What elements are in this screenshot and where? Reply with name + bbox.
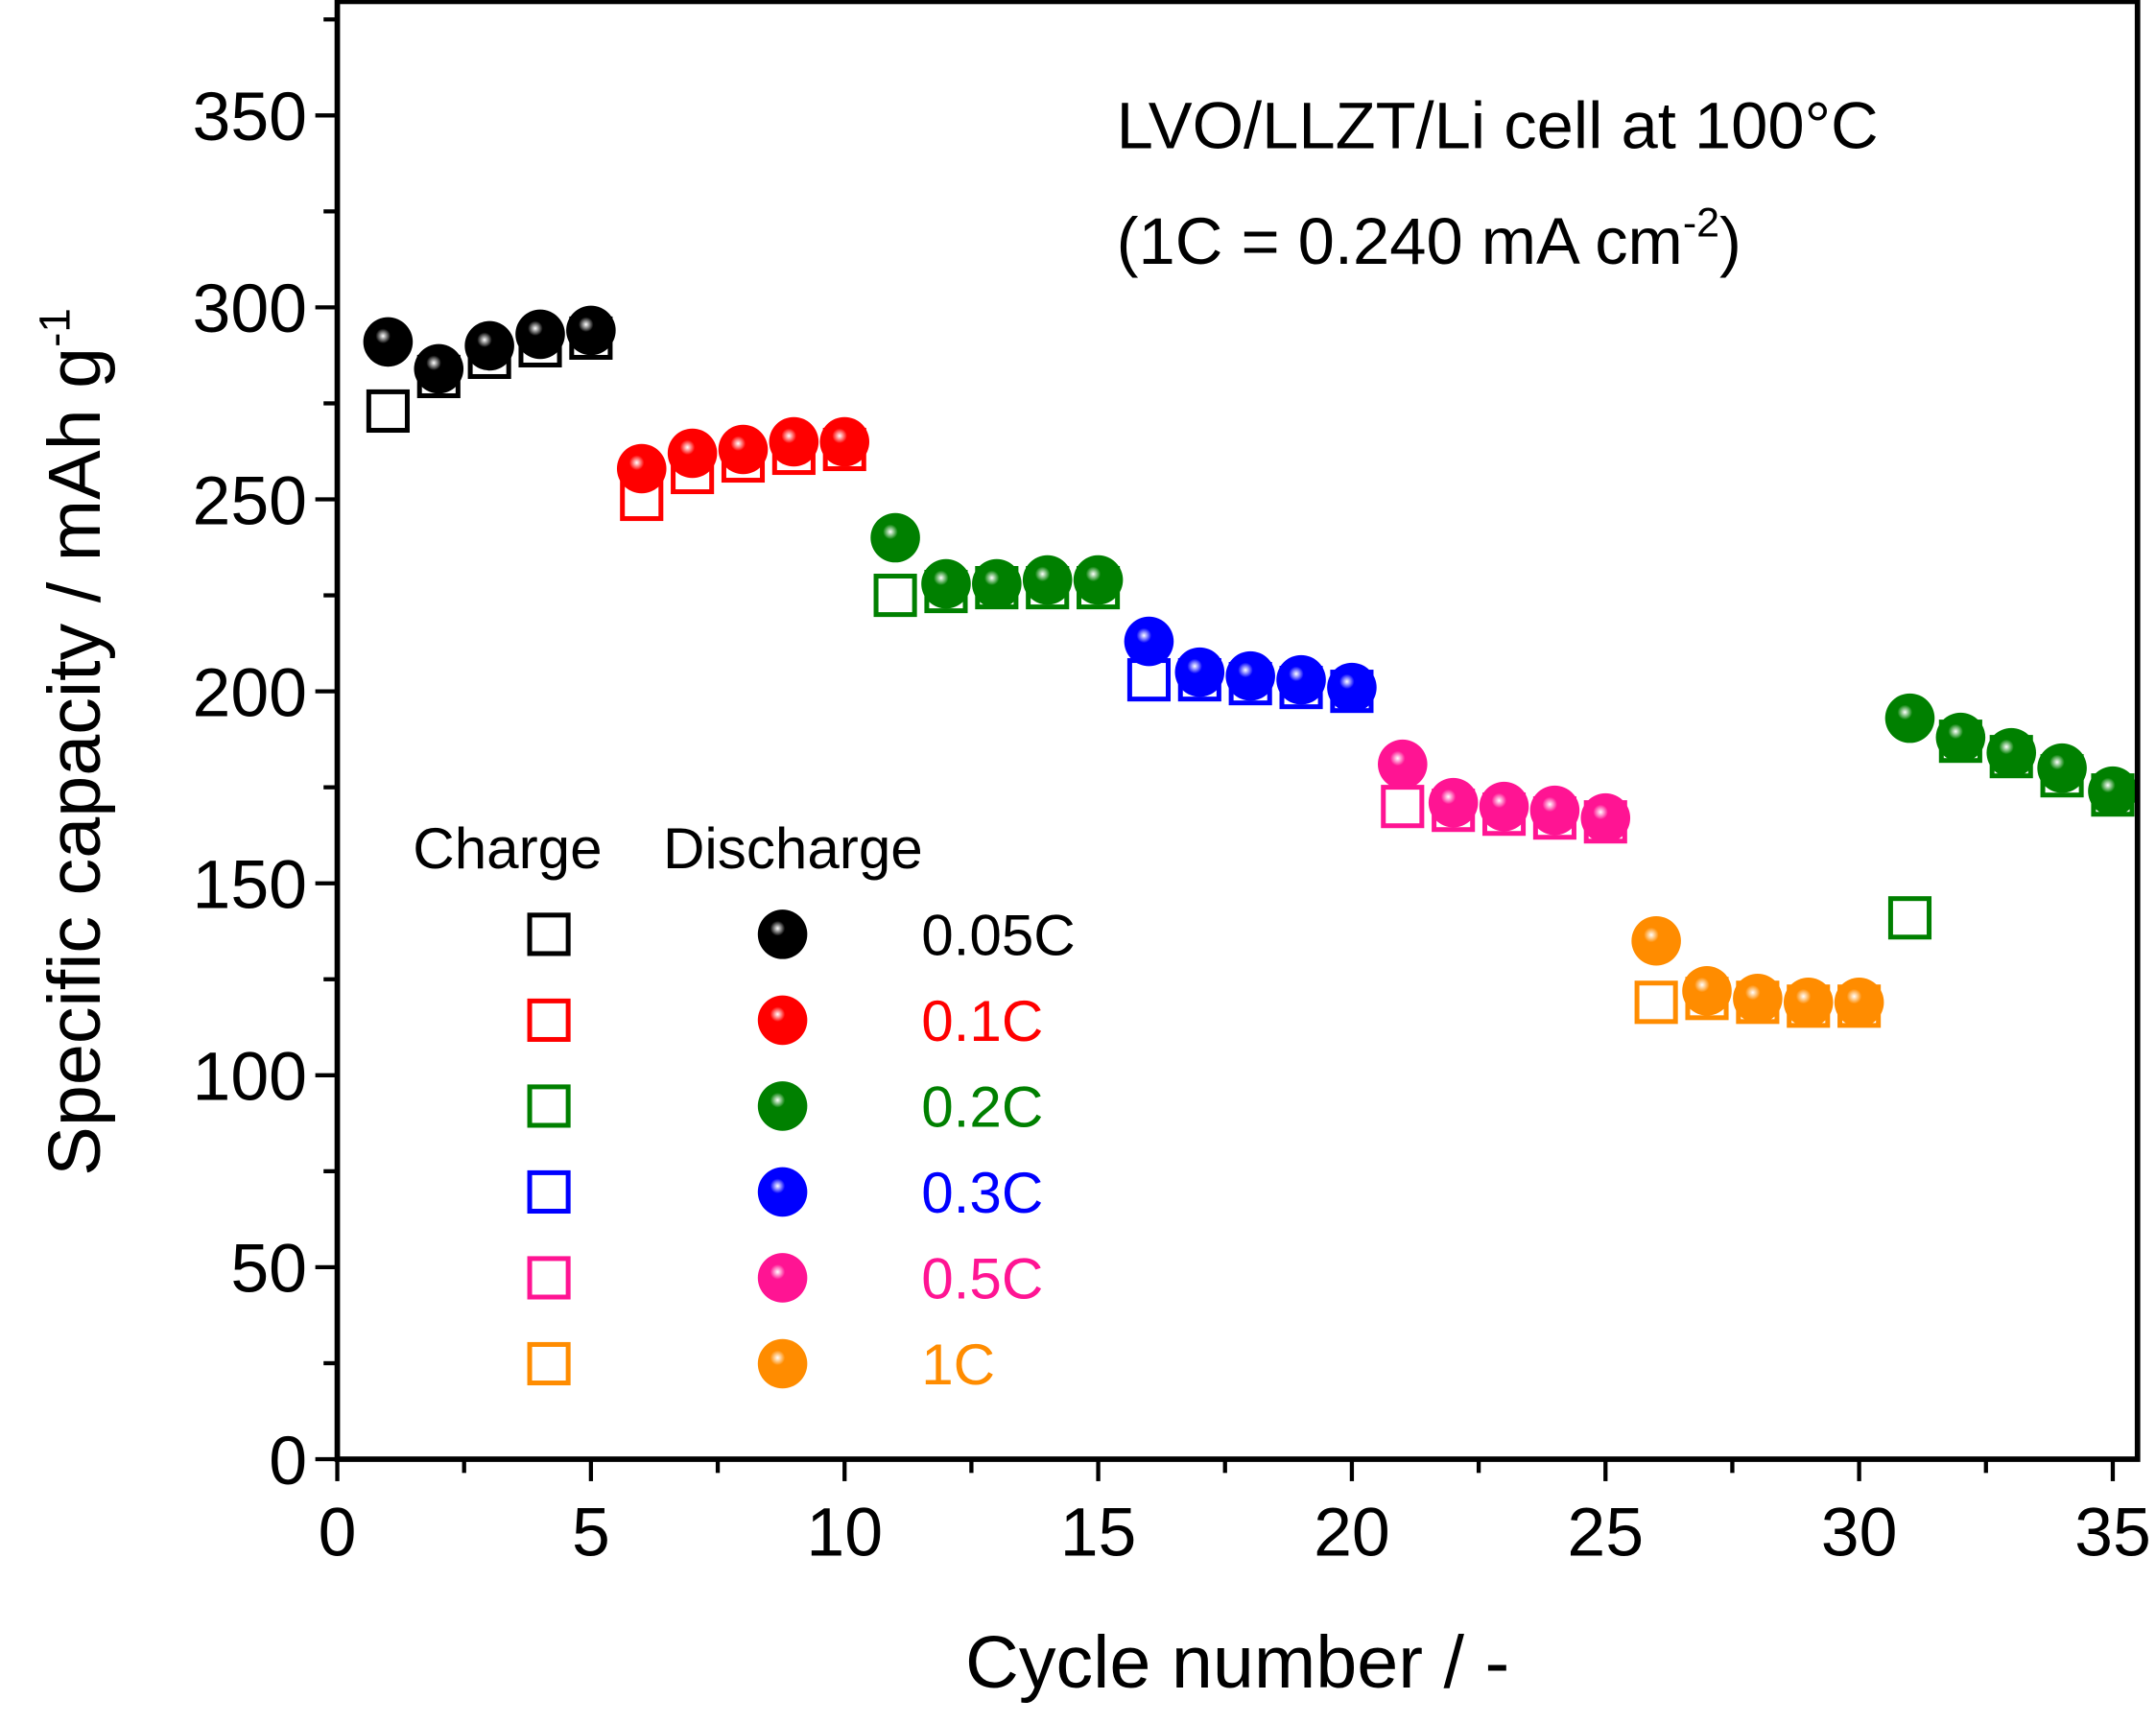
charge-point	[1126, 658, 1172, 702]
discharge-point	[1935, 712, 1986, 763]
y-tick-label: 350	[193, 79, 307, 155]
charge-point	[873, 574, 917, 618]
discharge-point	[1529, 785, 1580, 836]
y-tick-label: 300	[193, 271, 307, 347]
y-tick-label: 150	[193, 846, 307, 923]
legend-discharge-marker	[757, 909, 808, 959]
discharge-point	[667, 428, 718, 479]
legend-charge-marker	[527, 1341, 571, 1386]
legend-discharge-marker	[757, 1338, 808, 1389]
y-axis-label: Specific capacity / mAh g-1	[30, 308, 116, 1176]
charge-point	[366, 389, 410, 434]
y-tick-label: 200	[193, 654, 307, 731]
discharge-point	[972, 558, 1022, 609]
discharge-point	[566, 305, 616, 356]
legend-discharge-marker	[757, 1253, 808, 1303]
discharge-point	[1174, 647, 1225, 697]
discharge-point	[921, 558, 971, 609]
discharge-point	[718, 424, 769, 475]
x-tick-label: 0	[319, 1494, 357, 1570]
discharge-point	[1428, 777, 1479, 828]
discharge-point	[1327, 662, 1377, 713]
discharge-point	[1479, 781, 1529, 832]
legend-charge-marker	[527, 912, 571, 956]
discharge-point	[414, 343, 464, 394]
x-tick-label: 35	[2074, 1494, 2151, 1570]
legend-discharge-marker	[757, 1081, 808, 1131]
legend-charge-marker	[527, 1169, 571, 1215]
charge-point	[1381, 785, 1425, 829]
discharge-point	[1733, 973, 1783, 1024]
x-tick-label: 5	[572, 1494, 610, 1570]
x-tick-label: 10	[806, 1494, 883, 1570]
discharge-point	[1073, 555, 1124, 605]
discharge-point	[870, 512, 920, 563]
legend-charge-marker	[527, 1256, 571, 1300]
y-tick-label: 100	[193, 1039, 307, 1116]
legend-charge-marker	[527, 1084, 571, 1128]
y-tick-label: 50	[230, 1231, 307, 1308]
y-label-main: Specific capacity / mAh g	[34, 347, 116, 1176]
discharge-point	[1022, 555, 1073, 605]
annotation-sup: -2	[1683, 200, 1719, 246]
discharge-point	[616, 443, 667, 494]
discharge-point	[464, 320, 514, 371]
x-tick-label: 25	[1567, 1494, 1644, 1570]
discharge-point	[2037, 743, 2087, 793]
legend-discharge-marker	[757, 1167, 808, 1217]
x-axis-label: Cycle number / -	[965, 1621, 1509, 1704]
y-tick-label: 0	[269, 1423, 307, 1499]
plot-frame	[334, 0, 2141, 1462]
discharge-point	[363, 317, 414, 367]
x-tick-label: 15	[1060, 1494, 1137, 1570]
discharge-point	[1631, 915, 1681, 966]
discharge-point	[1580, 792, 1631, 843]
legend-label: 0.2C	[921, 1074, 1043, 1139]
y-tick-label: 250	[193, 462, 307, 539]
legend: 0.05C 0.1C 0.2C 0.3C 0.5C 1C	[527, 903, 1076, 1397]
legend-charge-marker	[527, 998, 571, 1042]
discharge-point	[1682, 965, 1732, 1016]
legend-header-charge: Charge	[413, 816, 602, 881]
legend-header-discharge: Discharge	[663, 816, 923, 881]
annotation-line-1: LVO/LLZT/Li cell at 100°C	[1117, 89, 1879, 163]
discharge-point	[1986, 727, 2037, 778]
discharge-point	[819, 416, 870, 467]
legend-label: 0.5C	[921, 1246, 1043, 1310]
charge-point	[1887, 896, 1932, 940]
discharge-point	[1884, 693, 1935, 743]
discharge-point	[1378, 739, 1428, 790]
discharge-point	[1783, 977, 1834, 1027]
discharge-point	[769, 416, 819, 467]
annotation-end: )	[1719, 204, 1741, 278]
legend-label: 0.05C	[921, 903, 1075, 967]
x-tick-label: 30	[1821, 1494, 1898, 1570]
legend-label: 1C	[921, 1333, 995, 1397]
discharge-point	[1225, 650, 1275, 701]
discharge-point	[1834, 977, 1884, 1027]
discharge-point	[2088, 766, 2138, 816]
y-label-sup: -1	[30, 308, 79, 347]
legend-label: 0.1C	[921, 989, 1043, 1053]
data-marks	[363, 305, 2138, 1028]
annotation-main: (1C = 0.240 mA cm	[1117, 204, 1683, 278]
x-tick-label: 20	[1314, 1494, 1390, 1570]
discharge-point	[515, 309, 565, 360]
charge-point	[1634, 980, 1678, 1025]
discharge-point	[1276, 654, 1326, 705]
discharge-point	[1124, 616, 1174, 667]
legend-discharge-marker	[757, 995, 808, 1046]
annotation-line-2: (1C = 0.240 mA cm-2)	[1117, 200, 1741, 278]
legend-label: 0.3C	[921, 1161, 1043, 1225]
